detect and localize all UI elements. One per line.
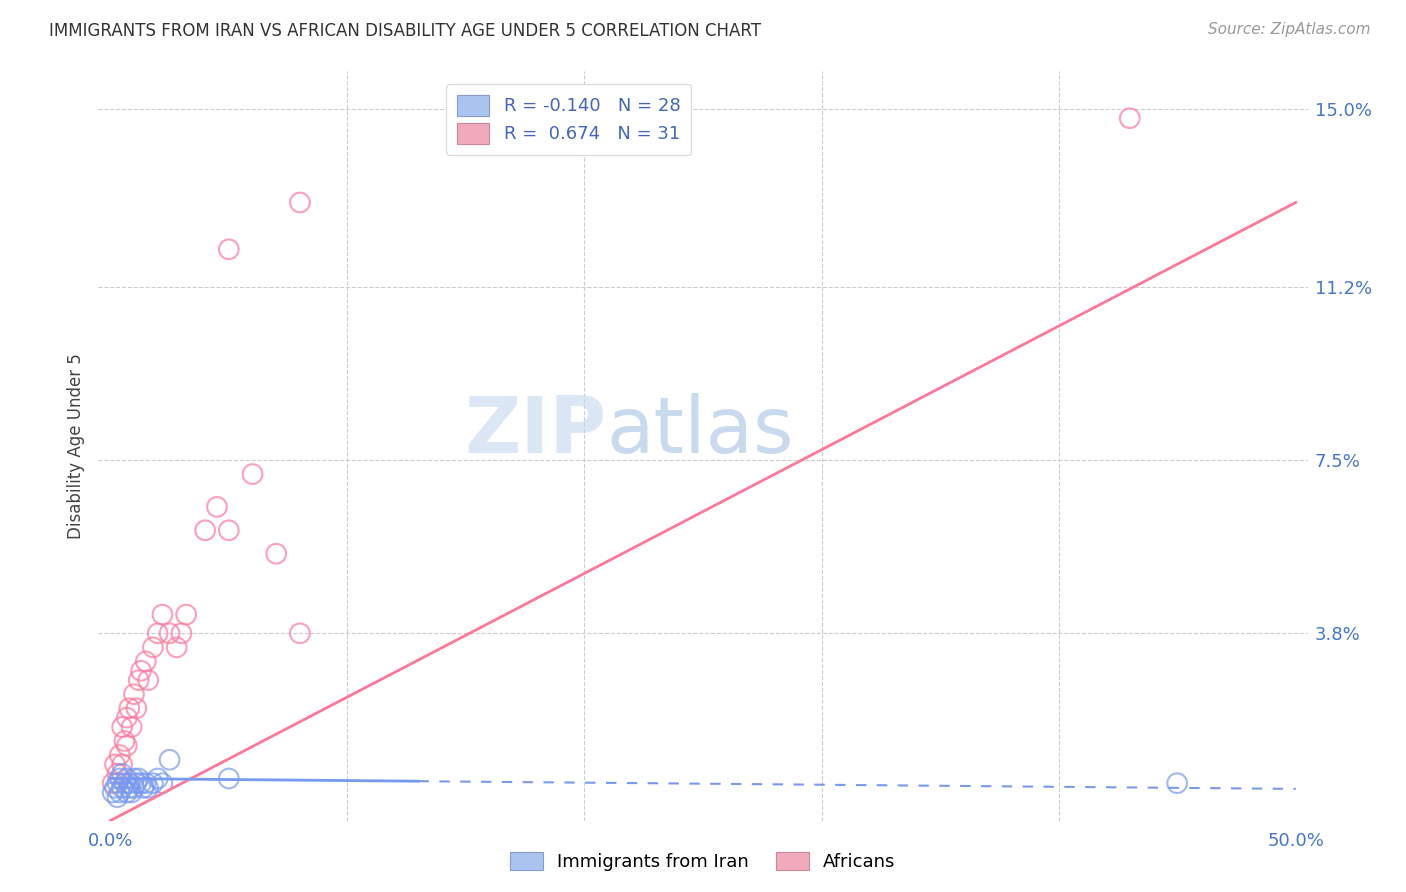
Point <box>115 786 138 800</box>
Point <box>1119 112 1142 126</box>
Point <box>121 720 143 734</box>
Point <box>125 776 148 790</box>
Point <box>152 776 174 790</box>
Point <box>142 640 165 655</box>
Point <box>118 701 141 715</box>
Point <box>218 772 240 786</box>
Point <box>242 467 264 482</box>
Point <box>108 786 131 800</box>
Text: IMMIGRANTS FROM IRAN VS AFRICAN DISABILITY AGE UNDER 5 CORRELATION CHART: IMMIGRANTS FROM IRAN VS AFRICAN DISABILI… <box>49 22 761 40</box>
Point <box>114 734 136 748</box>
Point <box>170 626 193 640</box>
Point <box>218 524 240 538</box>
Point <box>152 607 174 622</box>
Point <box>129 776 152 790</box>
Point <box>218 243 240 257</box>
Point <box>111 767 134 781</box>
Point <box>118 776 141 790</box>
Point <box>114 776 136 790</box>
Point <box>136 673 159 688</box>
Point <box>135 655 157 669</box>
Text: Source: ZipAtlas.com: Source: ZipAtlas.com <box>1208 22 1371 37</box>
Point <box>146 626 169 640</box>
Y-axis label: Disability Age Under 5: Disability Age Under 5 <box>66 353 84 539</box>
Point <box>121 786 143 800</box>
Point <box>264 547 287 561</box>
Point <box>104 780 127 795</box>
Point <box>159 626 181 640</box>
Point <box>111 720 134 734</box>
Point <box>105 776 128 790</box>
Point <box>146 772 169 786</box>
Point <box>128 673 150 688</box>
Point <box>205 500 228 514</box>
Point <box>111 757 134 772</box>
Text: atlas: atlas <box>606 393 794 469</box>
Point <box>111 780 134 795</box>
Point <box>122 772 145 786</box>
Point <box>128 772 150 786</box>
Point <box>118 780 141 795</box>
Point <box>122 687 145 701</box>
Point <box>132 780 155 795</box>
Point <box>136 780 159 795</box>
Point <box>108 772 131 786</box>
Legend: Immigrants from Iran, Africans: Immigrants from Iran, Africans <box>503 845 903 879</box>
Point <box>104 757 127 772</box>
Point <box>122 780 145 795</box>
Point <box>125 701 148 715</box>
Legend: R = -0.140   N = 28, R =  0.674   N = 31: R = -0.140 N = 28, R = 0.674 N = 31 <box>446 84 692 154</box>
Point <box>288 195 311 210</box>
Point <box>159 753 181 767</box>
Point <box>129 664 152 678</box>
Point <box>108 747 131 762</box>
Point <box>115 772 138 786</box>
Point <box>142 776 165 790</box>
Point <box>101 786 124 800</box>
Point <box>105 790 128 805</box>
Point <box>166 640 188 655</box>
Point <box>115 739 138 753</box>
Point <box>1166 776 1188 790</box>
Point <box>174 607 197 622</box>
Point <box>101 776 124 790</box>
Point <box>135 776 157 790</box>
Point <box>105 767 128 781</box>
Point <box>115 710 138 724</box>
Text: ZIP: ZIP <box>464 393 606 469</box>
Point <box>194 524 217 538</box>
Point <box>288 626 311 640</box>
